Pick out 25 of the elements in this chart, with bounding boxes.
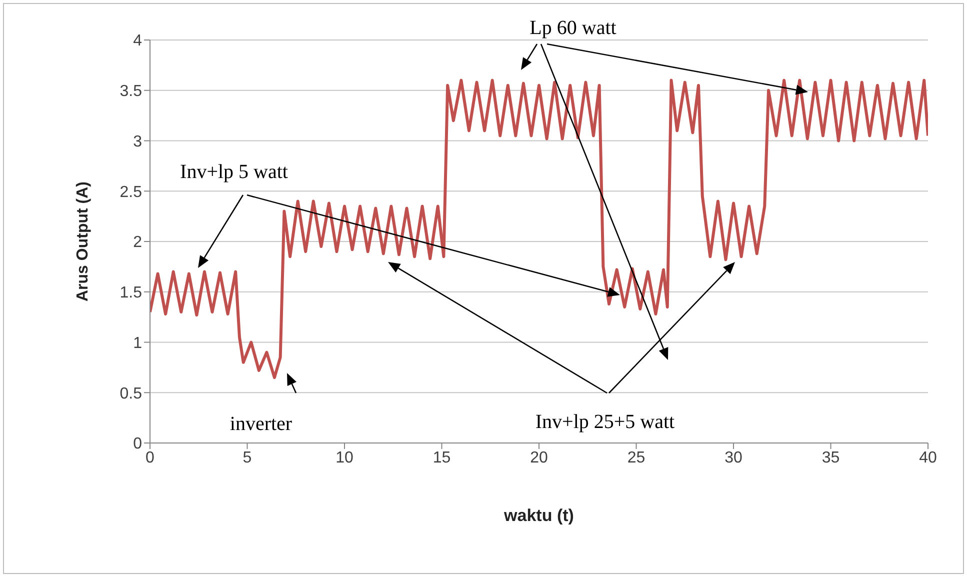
y-tick-label: 1	[133, 334, 142, 352]
x-tick-label: 30	[724, 449, 742, 466]
text: Lp 60 watt	[530, 17, 617, 39]
y-tick-label: 3.5	[120, 83, 142, 100]
x-axis-title: waktu (t)	[503, 506, 574, 525]
x-tick-label: 10	[336, 449, 354, 466]
y-tick-label: 2	[133, 234, 142, 252]
x-tick-label: 0	[146, 449, 155, 466]
annotation: inverter	[230, 413, 292, 435]
y-tick-label: 4	[133, 32, 142, 50]
y-tick-label: 2.5	[120, 184, 142, 201]
annotation: Inv+lp 25+5 watt	[535, 411, 676, 433]
x-tick-label: 35	[822, 449, 840, 466]
y-axis-title: Arus Output (A)	[74, 182, 92, 302]
x-tick-label: 5	[242, 449, 252, 466]
x-tick-label: 25	[627, 449, 646, 466]
line-series	[150, 78, 928, 380]
y-tick-label: 0.5	[120, 385, 142, 402]
x-tick-label: 40	[919, 449, 937, 466]
y-tick-label: 3	[133, 133, 142, 150]
annotation: Inv+lp 5 watt	[180, 161, 288, 183]
y-tick-label: 0	[133, 436, 142, 453]
x-tick-label: 20	[530, 449, 548, 466]
x-tick-label: 15	[432, 449, 451, 466]
y-tick-label: 1.5	[120, 284, 142, 302]
